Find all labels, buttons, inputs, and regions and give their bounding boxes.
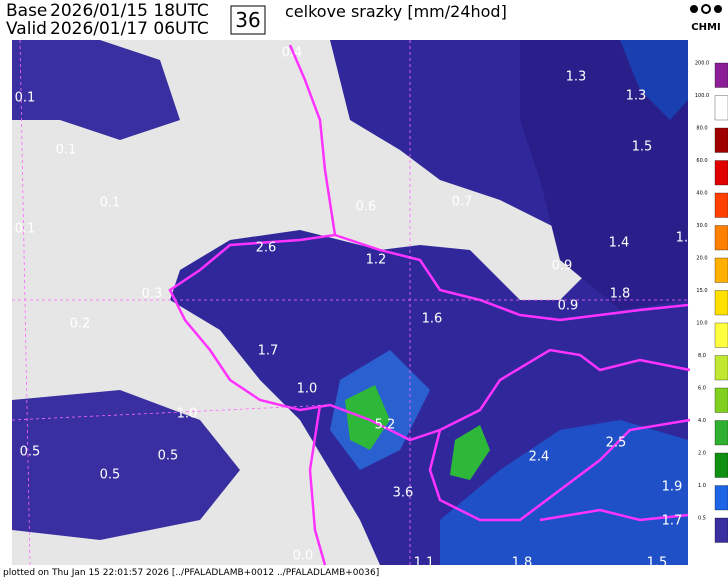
value-label: 1.5 <box>632 140 653 155</box>
graticule-line <box>11 404 331 421</box>
value-label: 1.2 <box>366 253 387 268</box>
colorbar-swatch <box>714 322 728 348</box>
colorbar-swatch <box>714 420 728 446</box>
colorbar-label: 8.0 <box>698 353 706 359</box>
colorbar-swatch <box>714 192 728 218</box>
value-label: 5.2 <box>375 418 396 433</box>
value-label: 2.4 <box>529 450 550 465</box>
value-label: 0.1 <box>56 143 77 158</box>
precip-area <box>12 390 240 540</box>
value-label: 3.6 <box>393 486 414 501</box>
precip-area <box>520 40 688 310</box>
base-time: 2026/01/15 18UTC <box>50 1 209 21</box>
value-label: 0.6 <box>356 200 377 215</box>
value-label: 0.9 <box>558 299 579 314</box>
value-label: 0.4 <box>282 46 303 61</box>
value-label: 2.6 <box>256 241 277 256</box>
value-label: 1.1 <box>414 556 435 571</box>
colorbar-label: 15.0 <box>696 288 707 294</box>
value-label: 0.3 <box>142 287 163 302</box>
value-label: 0.2 <box>70 317 91 332</box>
value-label: 1.9 <box>662 480 683 495</box>
lead-hours: 36 <box>235 8 260 32</box>
colorbar-label: 200.0 <box>695 61 709 67</box>
value-label: 1.3 <box>566 70 587 85</box>
colorbar-swatch <box>714 62 728 88</box>
border <box>539 508 689 522</box>
colorbar: 200.0 100.0 80.0 60.0 40.0 30.0 20.0 15.0 10.0 8.… <box>690 40 728 565</box>
logo-text: CHMI <box>691 22 720 33</box>
value-label: 0.1 <box>100 196 121 211</box>
value-label: 1.5 <box>647 556 668 571</box>
map: 0.4 1.3 1.3 0.1 0.1 1.5 0.1 0.6 0.7 0.1 2.6 1.4 1.8 1… <box>11 39 697 571</box>
value-label: 1.8 <box>512 556 533 571</box>
borders <box>168 44 691 566</box>
lead-box <box>230 5 266 35</box>
logo-dot <box>690 5 698 13</box>
value-label: 0.1 <box>15 91 36 106</box>
colorbar-swatch <box>714 485 728 511</box>
value-label: 0.0 <box>293 549 314 564</box>
logo-dot <box>714 5 722 13</box>
precip-area <box>440 420 688 565</box>
colorbar-swatch <box>714 225 728 251</box>
colorbar-swatch <box>714 257 728 283</box>
map-title: celkove srazky [mm/24hod] <box>285 2 507 21</box>
colorbar-swatch <box>714 160 728 186</box>
valid-time: 2026/01/17 06UTC <box>50 19 209 39</box>
precip-core <box>450 425 490 480</box>
colorbar-label: 60.0 <box>696 158 707 164</box>
colorbar-label: 4.0 <box>698 418 706 424</box>
value-label: 0.5 <box>100 468 121 483</box>
colorbar-label: 100.0 <box>695 93 709 99</box>
colorbar-swatch <box>714 290 728 316</box>
value-label: 1.7 <box>662 514 683 529</box>
colorbar-label: 80.0 <box>696 126 707 132</box>
value-label: 1.6 <box>422 312 443 327</box>
valid-label: Valid <box>6 19 47 39</box>
value-label: 0.5 <box>20 445 41 460</box>
colorbar-label: 10.0 <box>696 321 707 327</box>
colorbar-swatch <box>714 355 728 381</box>
value-label: 0.1 <box>15 222 36 237</box>
precip-area <box>12 40 180 140</box>
colorbar-label: 30.0 <box>696 223 707 229</box>
graticule <box>11 39 688 566</box>
logo-ring <box>701 4 711 14</box>
base-label: Base <box>6 1 47 21</box>
border <box>308 404 327 566</box>
value-label: 1.8 <box>610 287 631 302</box>
value-label: 1.0 <box>177 407 198 422</box>
colorbar-label: 40.0 <box>696 191 707 197</box>
value-label: 2.5 <box>606 436 627 451</box>
value-label: 1.7 <box>258 344 279 359</box>
footer: plotted on Thu Jan 15 22:01:57 2026 [../… <box>3 568 379 578</box>
precip-core <box>345 385 390 450</box>
border <box>334 233 689 322</box>
colorbar-label: 2.0 <box>698 451 706 457</box>
value-label: 0.5 <box>158 449 179 464</box>
precip-area <box>620 40 688 120</box>
colorbar-swatch <box>714 387 728 413</box>
value-label: 0.7 <box>452 195 473 210</box>
colorbar-swatch <box>714 452 728 478</box>
value-labels: 0.4 1.3 1.3 0.1 0.1 1.5 0.1 0.6 0.7 0.1 2.6 1.4 1.8 1… <box>15 46 697 571</box>
value-label: 1.3 <box>626 89 647 104</box>
colorbar-swatch <box>714 127 728 153</box>
colorbar-label: 0.5 <box>698 516 706 522</box>
colorbar-swatch <box>714 517 728 543</box>
value-label: 1.0 <box>297 382 318 397</box>
colorbar-swatch <box>714 95 728 121</box>
value-label: 1.4 <box>609 236 630 251</box>
value-label: 0.9 <box>552 259 573 274</box>
border <box>428 418 691 522</box>
colorbar-label: 1.0 <box>698 483 706 489</box>
colorbar-label: 6.0 <box>698 386 706 392</box>
colorbar-label: 20.0 <box>696 256 707 262</box>
